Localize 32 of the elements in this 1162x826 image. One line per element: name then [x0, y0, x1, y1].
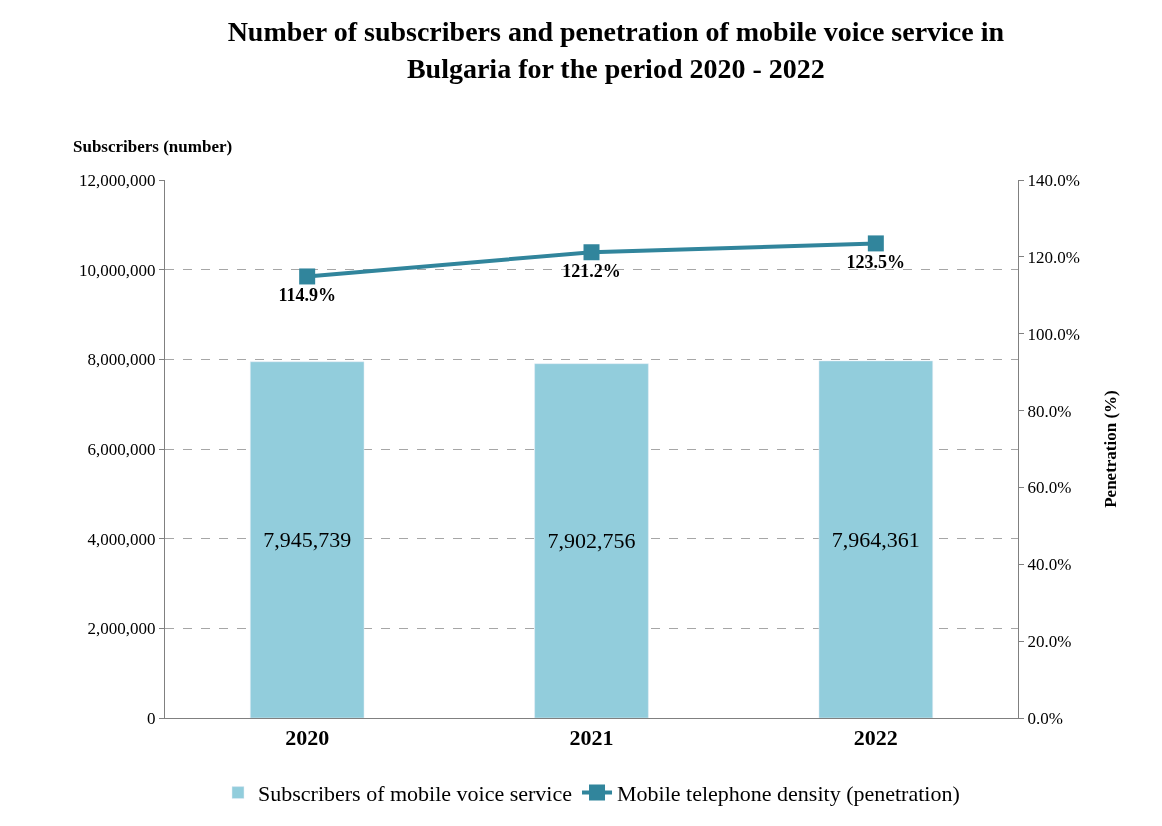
y-tick-label: 6,000,000 [87, 439, 156, 459]
point [583, 244, 600, 261]
point [867, 235, 884, 252]
y-tick-label: 8,000,000 [87, 350, 156, 370]
y2-tick-label: 20.0% [1027, 632, 1072, 652]
x-tick-label: 2021 [569, 725, 614, 751]
y2-tick-label: 0.0% [1027, 708, 1063, 728]
legend-label: Subscribers of mobile voice service [258, 781, 573, 807]
data-label: 7,945,739 [263, 527, 352, 553]
data-label: 7,902,756 [547, 528, 636, 554]
y-tick-label: 4,000,000 [87, 529, 156, 549]
x-tick-label: 2022 [853, 725, 898, 751]
y-tick-label: 12,000,000 [79, 170, 156, 190]
y2-tick-label: 40.0% [1027, 555, 1072, 575]
data-label: 114.9% [278, 284, 336, 305]
y-tick-label: 0 [147, 708, 156, 728]
y2-tick-label: 80.0% [1027, 401, 1072, 421]
y2-axis-title: Penetration (%) [1101, 390, 1121, 508]
y2-tick-label: 120.0% [1027, 247, 1080, 267]
y-tick-label: 2,000,000 [87, 619, 156, 639]
y2-tick-label: 140.0% [1027, 170, 1080, 190]
point [299, 268, 316, 285]
x-tick-label: 2020 [285, 725, 330, 751]
chart-title: Number of subscribers and penetration of mobile voice service in Bulgaria for the period 2020 - 2022 [227, 16, 1005, 84]
y2-tick-label: 60.0% [1027, 478, 1072, 498]
data-label: 121.2% [562, 260, 621, 281]
legend-label: Mobile telephone density (penetration) [617, 781, 960, 807]
data-label: 123.5% [846, 251, 906, 272]
y-tick-label: 10,000,000 [79, 260, 156, 280]
y2-tick-label: 100.0% [1027, 324, 1080, 344]
data-label: 7,964,361 [831, 526, 920, 552]
y-axis-title: Subscribers (number) [73, 137, 233, 156]
